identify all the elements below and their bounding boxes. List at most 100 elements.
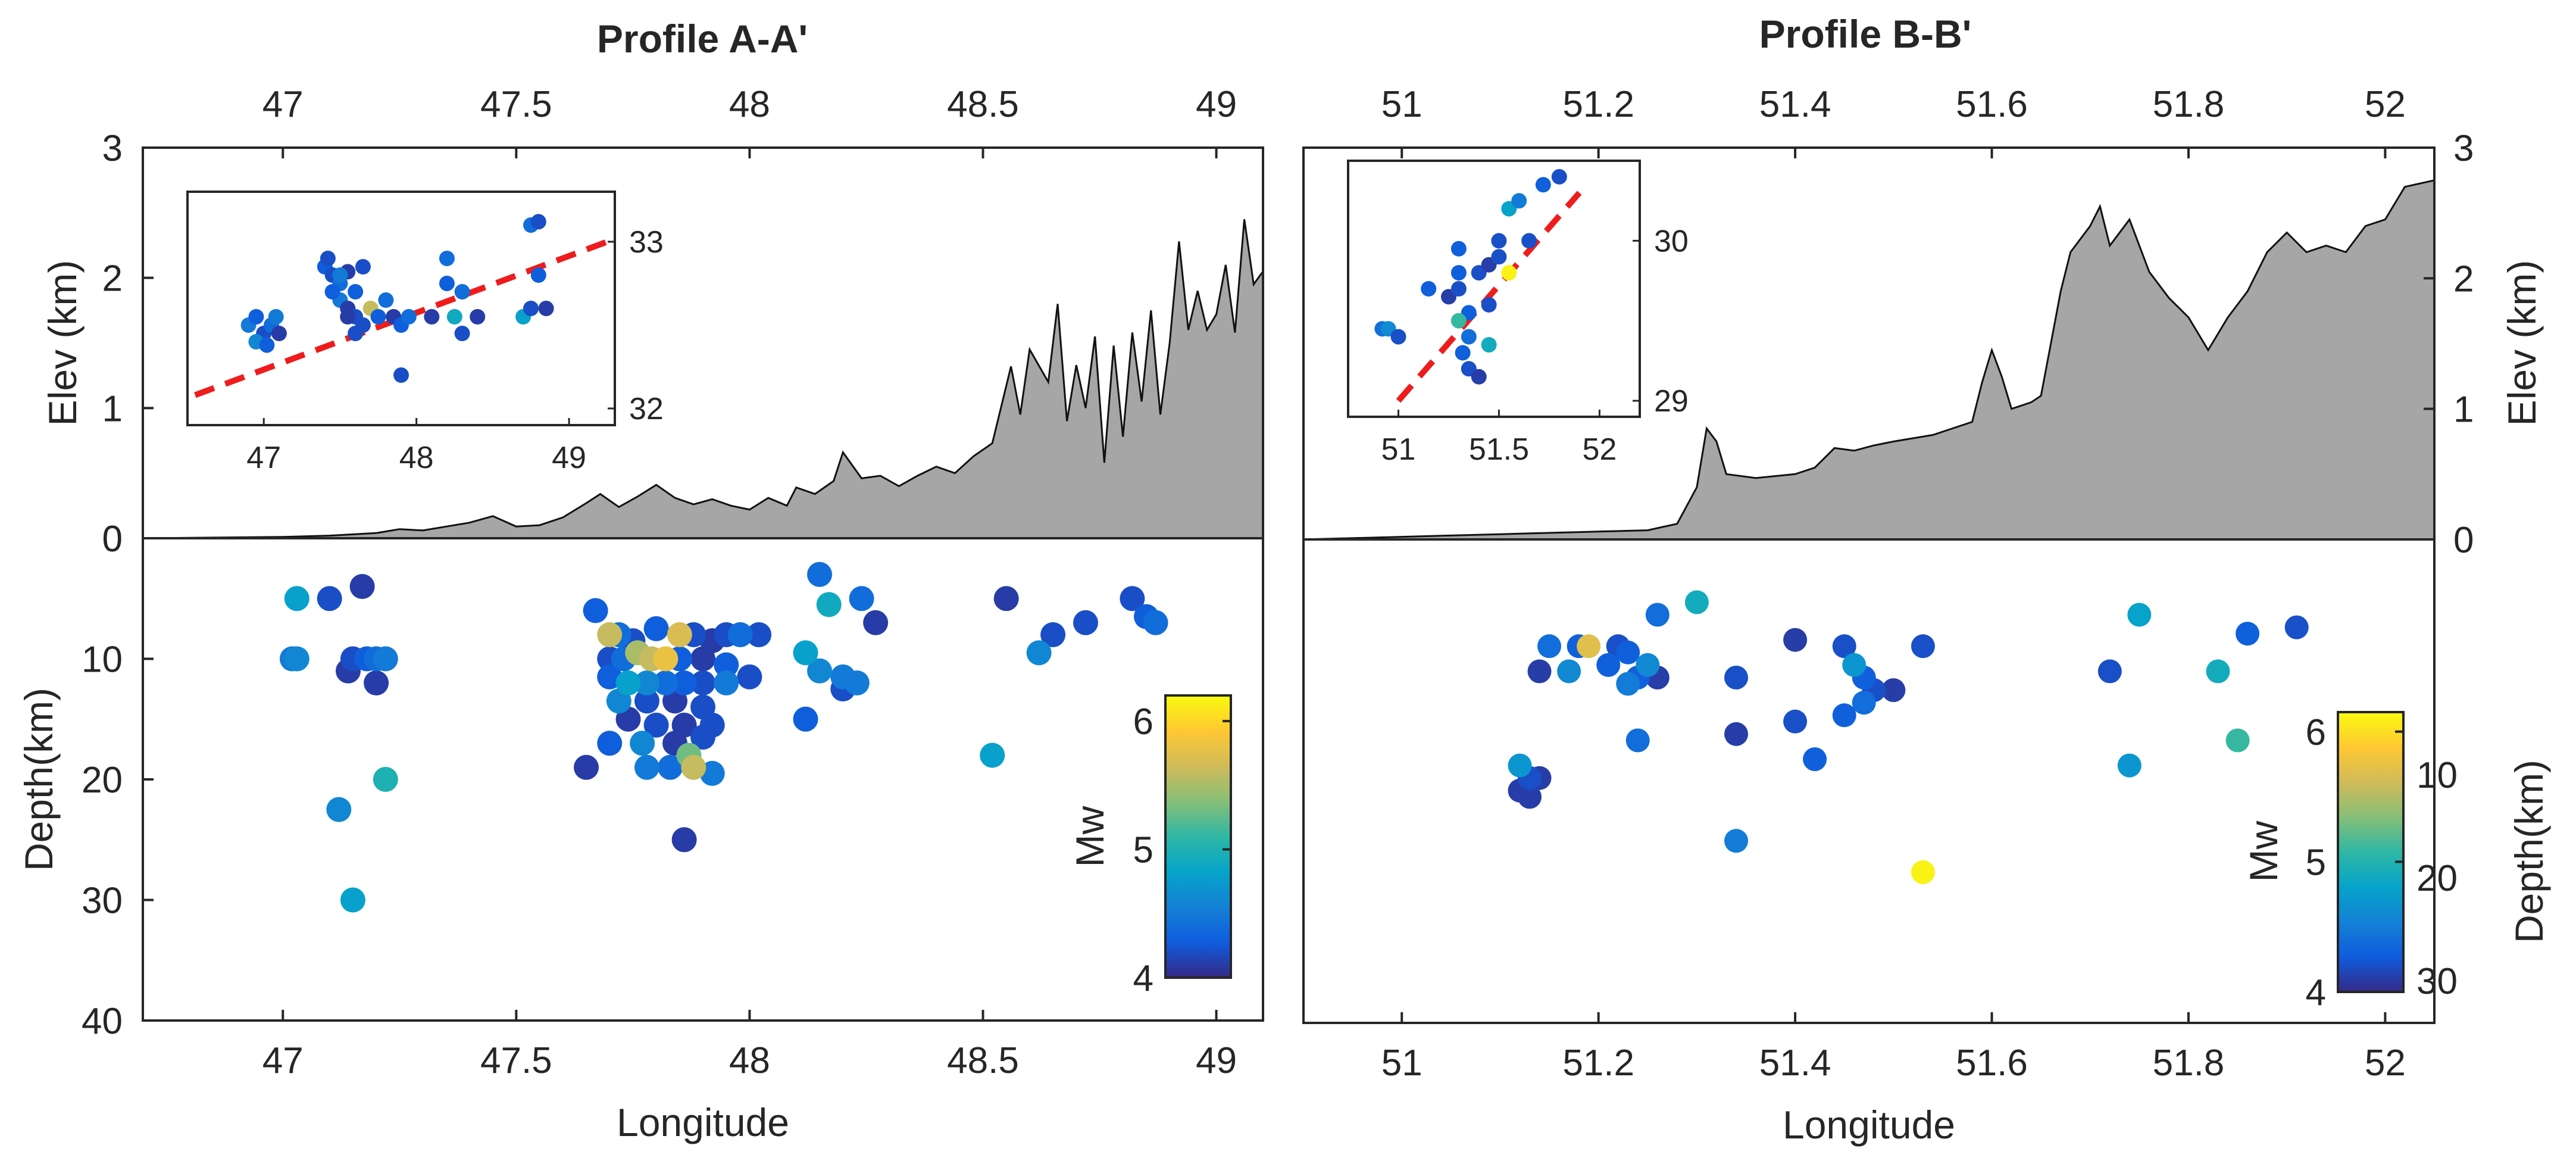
colorbar-tick-label: 5 — [1133, 830, 1153, 871]
top-xtick-label: 51.8 — [2153, 84, 2225, 125]
hypocenter-point — [2225, 728, 2250, 753]
panel-a-depth-axes: 0 10 20 30 40 47 47.5 48 48.5 49 Depth(km) Longi… — [17, 519, 1264, 1144]
epicenter-point — [1491, 233, 1507, 249]
hypocenter-point — [1073, 610, 1098, 635]
panel-a-colorbar-label: Mw — [1068, 806, 1112, 867]
depth-ytick-label: 10 — [82, 639, 123, 681]
epicenter-point — [454, 284, 470, 299]
epicenter-point — [378, 292, 394, 308]
epicenter-point — [470, 309, 486, 324]
epicenter-point — [348, 284, 364, 299]
elev-ytick-label: 2 — [102, 258, 123, 299]
bottom-xtick-label: 48 — [729, 1040, 770, 1081]
panel-b-elevation-yticks: 0 1 2 3 — [2424, 128, 2474, 561]
hypocenter-point — [1616, 672, 1640, 696]
panel-a-depth-yticks: 0 10 20 30 40 — [82, 519, 154, 1042]
hypocenter-point — [1842, 653, 1867, 677]
panel-a-inset-map: 47 48 49 32 33 — [186, 191, 664, 475]
hypocenter-point — [574, 754, 599, 780]
hypocenter-point — [653, 646, 679, 672]
inset-xtick-label: 49 — [552, 441, 586, 475]
hypocenter-point — [671, 670, 697, 695]
hypocenter-point — [1636, 653, 1660, 677]
panel-a-colorbar-gradient — [1164, 694, 1232, 979]
hypocenter-point — [1832, 634, 1856, 659]
hypocenter-point — [1120, 586, 1145, 611]
inset-xtick-label: 52 — [1582, 432, 1617, 467]
colorbar-tick-label: 6 — [2306, 712, 2326, 753]
hypocenter-point — [1724, 829, 1748, 853]
panel-b-hypocenters — [1508, 590, 2309, 884]
inset-xtick-label: 47 — [246, 441, 281, 475]
hypocenter-point — [364, 670, 389, 695]
hypocenter-point — [727, 622, 753, 647]
hypocenter-point — [658, 754, 683, 780]
elev-ytick-label: 0 — [2453, 520, 2474, 561]
panel-a-bottom-xticks: 47 47.5 48 48.5 49 — [262, 1010, 1237, 1081]
hypocenter-point — [284, 646, 310, 672]
top-xtick-label: 48 — [729, 84, 770, 125]
epicenter-point — [1551, 169, 1567, 185]
hypocenter-point — [1724, 666, 1748, 689]
bottom-xtick-label: 47 — [262, 1040, 304, 1081]
panel-a-colorbar-ticks: 4 5 6 — [1133, 701, 1231, 999]
depth-ytick-label: 20 — [82, 760, 123, 801]
epicenter-point — [1450, 241, 1467, 257]
epicenter-point — [538, 301, 554, 316]
inset-ytick-label: 33 — [629, 225, 664, 260]
panel-a-inset-profile-line — [194, 239, 608, 398]
hypocenter-point — [1527, 659, 1552, 684]
top-xtick-label: 48.5 — [947, 84, 1019, 125]
epicenter-point — [1511, 193, 1527, 209]
hypocenter-point — [1783, 709, 1808, 734]
depth-ytick-label: 0 — [102, 519, 123, 560]
panel-a-inset-epicenters — [240, 214, 554, 383]
bottom-xtick-label: 52 — [2365, 1043, 2406, 1084]
elev-ytick-label: 3 — [2453, 128, 2474, 169]
hypocenter-point — [2236, 622, 2260, 646]
hypocenter-point — [634, 688, 659, 714]
top-xtick-label: 47.5 — [480, 84, 552, 125]
hypocenter-point — [373, 767, 398, 792]
colorbar-tick-label: 5 — [2306, 842, 2326, 883]
hypocenter-point — [1625, 728, 1650, 753]
epicenter-point — [1450, 313, 1467, 329]
panel-a-depth-ylabel: Depth(km) — [17, 688, 61, 871]
hypocenter-point — [1645, 603, 1670, 627]
elev-ytick-label: 2 — [2453, 258, 2474, 299]
hypocenter-point — [690, 670, 715, 695]
epicenter-point — [523, 301, 539, 316]
hypocenter-point — [583, 598, 608, 623]
hypocenter-point — [816, 592, 842, 617]
epicenter-point — [1390, 329, 1406, 345]
epicenter-point — [324, 284, 340, 299]
colorbar-tick-label: 6 — [1133, 701, 1153, 742]
hypocenter-point — [643, 712, 669, 738]
colorbar-depth-tick-label: 10 — [2416, 755, 2458, 796]
hypocenter-point — [597, 731, 623, 756]
depth-ytick-label: 30 — [82, 881, 123, 922]
bottom-xtick-label: 51.4 — [1759, 1043, 1831, 1084]
epicenter-point — [348, 326, 364, 341]
hypocenter-point — [1803, 747, 1827, 772]
epicenter-point — [271, 326, 287, 341]
panel-profile-b: Profile B-B' 51 51.2 51.4 51.6 51.8 52 0 1 2 3 E… — [1302, 12, 2551, 1147]
hypocenter-point — [844, 670, 870, 695]
hypocenter-point — [993, 586, 1019, 611]
hypocenter-point — [2206, 659, 2230, 684]
colorbar-tick-label: 4 — [1133, 958, 1153, 999]
epicenter-point — [340, 309, 356, 324]
epicenter-point — [424, 309, 440, 324]
hypocenter-point — [1881, 678, 1906, 703]
hypocenter-point — [1537, 634, 1561, 659]
hypocenter-point — [807, 658, 832, 684]
hypocenter-point — [373, 646, 398, 672]
colorbar-tick-label: 4 — [2306, 972, 2326, 1013]
hypocenter-point — [690, 646, 715, 672]
epicenter-point — [1455, 345, 1471, 361]
panel-a-colorbar: 4 5 6 Mw — [1068, 694, 1232, 999]
hypocenter-point — [671, 827, 697, 853]
elev-ytick-label: 3 — [102, 128, 123, 169]
hypocenter-point — [714, 652, 739, 678]
